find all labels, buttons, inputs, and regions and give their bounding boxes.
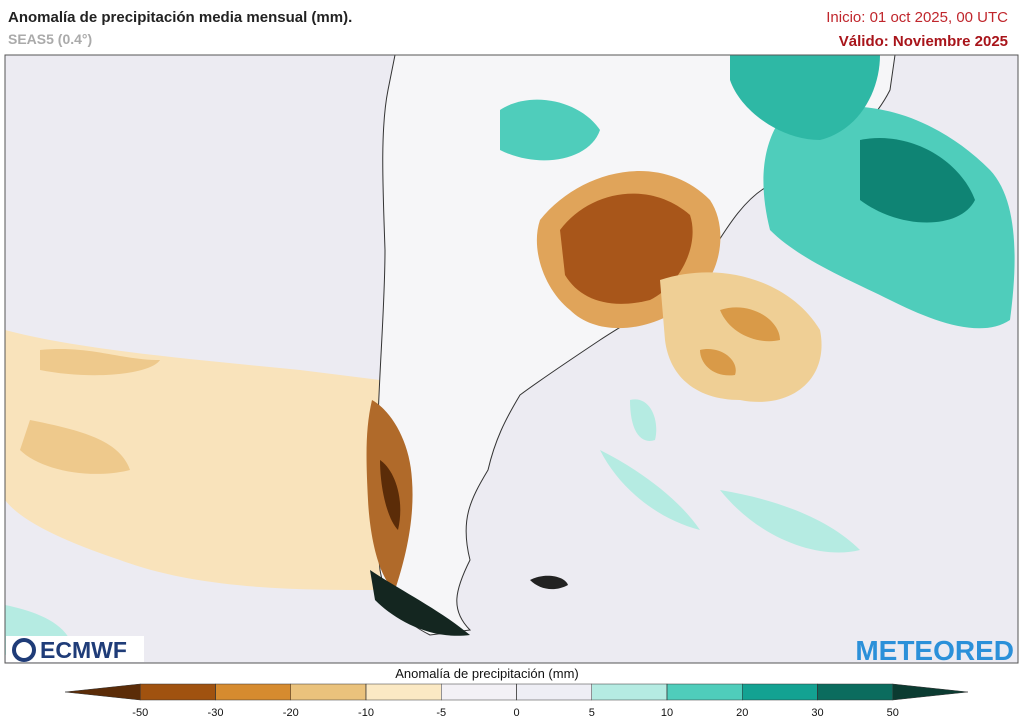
- chile-dry-core: [380, 460, 401, 530]
- title: Anomalía de precipitación media mensual …: [8, 9, 352, 26]
- colorbar-segment: [441, 683, 517, 701]
- wet-bolivia: [500, 99, 600, 161]
- map-frame: [4, 54, 1019, 664]
- colorbar-segment: [365, 683, 442, 701]
- subtitle: SEAS5 (0.4°): [8, 31, 92, 47]
- wet-north: [730, 55, 880, 140]
- colorbar-segment: [817, 683, 893, 701]
- init-date: Inicio: 01 oct 2025, 00 UTC: [826, 9, 1008, 26]
- pacific-anomaly: [5, 330, 380, 590]
- pacific-anomaly-2: [20, 348, 160, 474]
- colorbar-tick-label: -5: [436, 707, 446, 719]
- colorbar-tick-label: -50: [132, 707, 148, 719]
- colorbar-segment: [215, 683, 291, 701]
- colorbar-segment: [140, 683, 216, 701]
- wet-core: [860, 138, 975, 223]
- map: [4, 54, 1019, 664]
- wet-anomaly: [763, 106, 1015, 329]
- colorbar-tick-label: -10: [358, 707, 374, 719]
- colorbar: -50 -30 -20 -10 -5 0 5 10 20 30 50: [64, 683, 969, 719]
- atlantic-dry: [660, 272, 822, 402]
- ecmwf-logo: ECMWF: [40, 637, 127, 663]
- colorbar-tick-label: 10: [661, 707, 673, 719]
- colorbar-tick-label: 20: [736, 707, 748, 719]
- ecmwf-mark: [12, 638, 36, 662]
- colorbar-title: Anomalía de precipitación (mm): [395, 666, 579, 681]
- colorbar-segment: [290, 683, 367, 701]
- colorbar-tick-label: 5: [589, 707, 595, 719]
- meteored-logo: METEORED: [855, 635, 1014, 666]
- colorbar-segment: [666, 683, 743, 701]
- valid-date: Válido: Noviembre 2025: [839, 33, 1008, 50]
- wet-patches: [600, 399, 860, 553]
- dry-core: [560, 193, 693, 304]
- colorbar-tick-label: -20: [283, 707, 299, 719]
- colorbar-segment: [742, 683, 818, 701]
- colorbar-tick-label: 30: [811, 707, 823, 719]
- colorbar-tick-label: 50: [887, 707, 899, 719]
- colorbar-segment: [516, 683, 592, 701]
- atlantic-dry-core: [700, 307, 780, 376]
- colorbar-tick-label: 0: [513, 707, 519, 719]
- malvinas: [530, 575, 568, 590]
- colorbar-segment: [591, 683, 668, 701]
- fjords: [370, 570, 470, 636]
- colorbar-tick-label: -30: [208, 707, 224, 719]
